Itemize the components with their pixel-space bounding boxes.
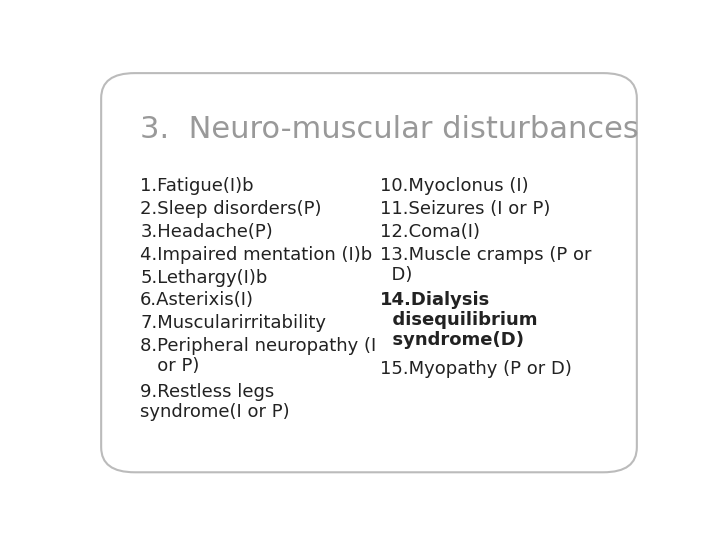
Text: or P): or P) [140,357,199,375]
Text: 2.Sleep disorders(P): 2.Sleep disorders(P) [140,200,322,218]
Text: D): D) [380,266,413,284]
Text: disequilibrium: disequilibrium [380,312,538,329]
Text: 10.Myoclonus (I): 10.Myoclonus (I) [380,177,528,195]
Text: 15.Myopathy (P or D): 15.Myopathy (P or D) [380,360,572,378]
Text: 13.Muscle cramps (P or: 13.Muscle cramps (P or [380,246,592,264]
Text: 7.Muscularirritability: 7.Muscularirritability [140,314,326,332]
Text: 14.Dialysis: 14.Dialysis [380,292,490,309]
Text: 3.  Neuro-muscular disturbances: 3. Neuro-muscular disturbances [140,114,639,144]
Text: syndrome(D): syndrome(D) [380,332,524,349]
Text: 12.Coma(I): 12.Coma(I) [380,223,480,241]
Text: 11.Seizures (I or P): 11.Seizures (I or P) [380,200,551,218]
Text: 8.Peripheral neuropathy (I: 8.Peripheral neuropathy (I [140,337,377,355]
Text: 3.Headache(P): 3.Headache(P) [140,223,273,241]
FancyBboxPatch shape [101,73,637,472]
Text: 6.Asterixis(I): 6.Asterixis(I) [140,292,254,309]
Text: 1.Fatigue(I)b: 1.Fatigue(I)b [140,177,254,195]
Text: 4.Impaired mentation (I)b: 4.Impaired mentation (I)b [140,246,372,264]
Text: syndrome(I or P): syndrome(I or P) [140,403,290,421]
Text: 9.Restless legs: 9.Restless legs [140,383,274,401]
Text: 5.Lethargy(I)b: 5.Lethargy(I)b [140,268,268,287]
